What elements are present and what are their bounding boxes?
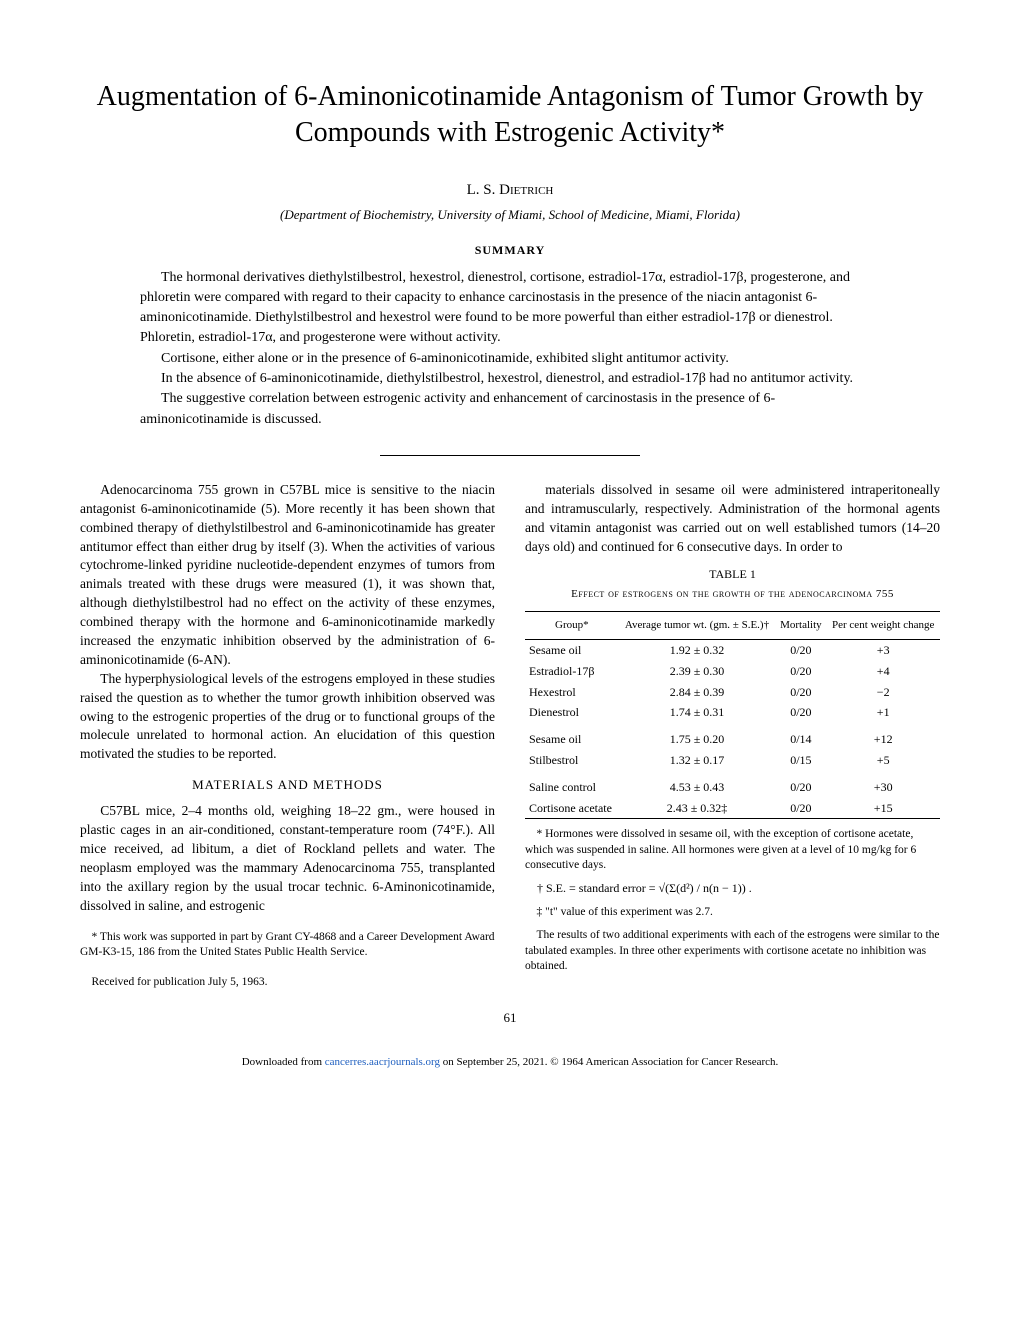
download-note: Downloaded from cancerres.aacrjournals.o… bbox=[80, 1056, 940, 1068]
page-title: Augmentation of 6-Aminonicotinamide Anta… bbox=[80, 79, 940, 152]
table-row: Dienestrol 1.74 ± 0.31 0/20 +1 bbox=[525, 702, 940, 723]
summary-p1: The hormonal derivatives diethylstilbest… bbox=[140, 268, 880, 349]
table-row: Cortisone acetate 2.43 ± 0.32‡ 0/20 +15 bbox=[525, 798, 940, 819]
table-footnote-c: ‡ "t" value of this experiment was 2.7. bbox=[525, 905, 940, 921]
summary-p3: In the absence of 6-aminonicotinamide, d… bbox=[140, 369, 880, 389]
methods-heading: MATERIALS AND METHODS bbox=[80, 776, 495, 794]
body-right-p1: materials dissolved in sesame oil were a… bbox=[525, 481, 940, 557]
summary-block: The hormonal derivatives diethylstilbest… bbox=[140, 268, 880, 430]
summary-p2: Cortisone, either alone or in the presen… bbox=[140, 349, 880, 369]
table-caption: TABLE 1 bbox=[525, 566, 940, 583]
right-column: materials dissolved in sesame oil were a… bbox=[525, 481, 940, 990]
received-footnote: Received for publication July 5, 1963. bbox=[80, 975, 495, 991]
col-group: Group* bbox=[525, 611, 619, 639]
table-row: Saline control 4.53 ± 0.43 0/20 +30 bbox=[525, 771, 940, 798]
table-row: Stilbestrol 1.32 ± 0.17 0/15 +5 bbox=[525, 750, 940, 771]
section-divider bbox=[380, 455, 640, 456]
table-row: Hexestrol 2.84 ± 0.39 0/20 −2 bbox=[525, 682, 940, 703]
download-link[interactable]: cancerres.aacrjournals.org bbox=[325, 1056, 440, 1068]
support-footnote: * This work was supported in part by Gra… bbox=[80, 930, 495, 961]
left-column: Adenocarcinoma 755 grown in C57BL mice i… bbox=[80, 481, 495, 990]
author-name: L. S. Dietrich bbox=[467, 182, 554, 198]
col-weight-change: Per cent weight change bbox=[826, 611, 940, 639]
table-footnote-b: † S.E. = standard error = √(Σ(d²) / n(n … bbox=[525, 880, 940, 897]
body-left-p3: C57BL mice, 2–4 months old, weighing 18–… bbox=[80, 802, 495, 915]
table-footnote-a: * Hormones were dissolved in sesame oil,… bbox=[525, 827, 940, 874]
two-column-body: Adenocarcinoma 755 grown in C57BL mice i… bbox=[80, 481, 940, 990]
table-1: Group* Average tumor wt. (gm. ± S.E.)† M… bbox=[525, 611, 940, 820]
page-number: 61 bbox=[80, 1010, 940, 1026]
table-row: Sesame oil 1.75 ± 0.20 0/14 +12 bbox=[525, 723, 940, 750]
table-row: Sesame oil 1.92 ± 0.32 0/20 +3 bbox=[525, 640, 940, 661]
download-suffix: on September 25, 2021. © 1964 American A… bbox=[440, 1056, 778, 1068]
table-title: Effect of estrogens on the growth of the… bbox=[525, 587, 940, 602]
table-row: Estradiol-17β 2.39 ± 0.30 0/20 +4 bbox=[525, 661, 940, 682]
affiliation: (Department of Biochemistry, University … bbox=[80, 207, 940, 223]
col-mortality: Mortality bbox=[775, 611, 826, 639]
body-left-p2: The hyperphysiological levels of the est… bbox=[80, 670, 495, 764]
summary-p4: The suggestive correlation between estro… bbox=[140, 389, 880, 430]
table-header-row: Group* Average tumor wt. (gm. ± S.E.)† M… bbox=[525, 611, 940, 639]
table-footnote-d: The results of two additional experiment… bbox=[525, 928, 940, 975]
col-avg-weight: Average tumor wt. (gm. ± S.E.)† bbox=[619, 611, 776, 639]
download-prefix: Downloaded from bbox=[242, 1056, 325, 1068]
author-line: L. S. Dietrich bbox=[80, 182, 940, 199]
body-left-p1: Adenocarcinoma 755 grown in C57BL mice i… bbox=[80, 481, 495, 670]
summary-heading: SUMMARY bbox=[80, 243, 940, 258]
